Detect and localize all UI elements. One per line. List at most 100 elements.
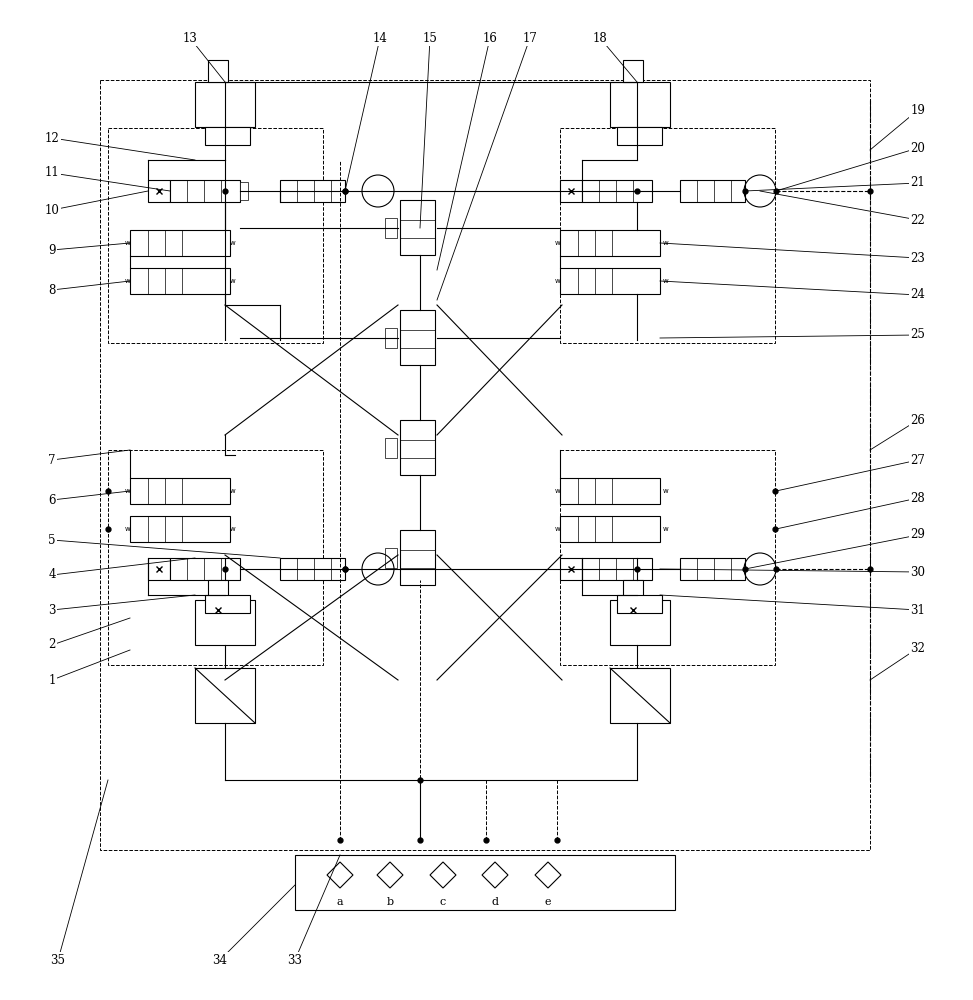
Bar	[610, 82, 670, 127]
Text: 13: 13	[183, 31, 198, 44]
Bar	[560, 478, 660, 504]
Text: w: w	[125, 278, 130, 284]
Text: 19: 19	[911, 104, 925, 116]
Bar	[295, 855, 675, 910]
Bar	[680, 558, 745, 580]
Text: 25: 25	[911, 328, 925, 342]
Bar	[170, 558, 240, 580]
Text: w: w	[663, 488, 668, 494]
Bar	[610, 668, 670, 723]
Text: w: w	[555, 526, 560, 532]
Bar	[617, 595, 662, 613]
Bar	[610, 600, 670, 645]
Bar	[130, 478, 230, 504]
Text: 18: 18	[593, 31, 607, 44]
Text: 14: 14	[373, 31, 387, 44]
Text: c: c	[440, 897, 447, 907]
Text: b: b	[386, 897, 393, 907]
Bar	[560, 180, 582, 202]
Bar	[617, 127, 662, 145]
Text: 30: 30	[911, 566, 925, 578]
Text: 31: 31	[911, 603, 925, 616]
Bar	[582, 180, 652, 202]
Bar	[560, 450, 775, 665]
Text: w: w	[230, 526, 235, 532]
Text: 34: 34	[212, 954, 228, 966]
Bar	[130, 230, 230, 256]
Bar	[170, 180, 240, 202]
Text: 7: 7	[49, 454, 55, 466]
Text: e: e	[545, 897, 552, 907]
Text: d: d	[491, 897, 498, 907]
Bar	[560, 516, 660, 542]
Text: 8: 8	[49, 284, 55, 296]
Text: 6: 6	[49, 493, 55, 506]
Bar	[560, 558, 582, 580]
Bar	[205, 127, 250, 145]
Text: w: w	[555, 240, 560, 246]
Text: 2: 2	[49, 639, 55, 652]
Text: 35: 35	[51, 954, 65, 966]
Bar	[560, 128, 775, 343]
Bar	[400, 200, 435, 255]
Text: w: w	[663, 526, 668, 532]
Bar	[560, 268, 660, 294]
Bar	[130, 516, 230, 542]
Bar	[208, 60, 228, 82]
Bar	[130, 268, 230, 294]
Text: w: w	[230, 240, 235, 246]
Text: 17: 17	[523, 31, 537, 44]
Text: 12: 12	[45, 131, 59, 144]
Text: 5: 5	[49, 534, 55, 546]
Bar	[385, 218, 397, 238]
Text: w: w	[663, 240, 668, 246]
Text: 4: 4	[49, 568, 55, 582]
Text: 1: 1	[49, 674, 55, 686]
Bar	[623, 60, 643, 82]
Text: 22: 22	[911, 214, 925, 227]
Bar	[148, 558, 170, 580]
Bar	[385, 548, 397, 568]
Bar	[582, 558, 652, 580]
Text: w: w	[555, 278, 560, 284]
Text: 9: 9	[49, 243, 55, 256]
Text: w: w	[230, 488, 235, 494]
Text: w: w	[125, 240, 130, 246]
Bar	[680, 180, 745, 202]
Text: 32: 32	[911, 642, 925, 654]
Bar	[108, 450, 323, 665]
Text: 24: 24	[911, 288, 925, 302]
Bar	[280, 180, 345, 202]
Bar	[240, 182, 248, 200]
Text: 21: 21	[911, 176, 925, 190]
Text: 20: 20	[911, 141, 925, 154]
Bar	[400, 530, 435, 585]
Text: 28: 28	[911, 491, 925, 504]
Text: w: w	[555, 488, 560, 494]
Bar	[385, 328, 397, 348]
Text: 26: 26	[911, 414, 925, 426]
Text: w: w	[230, 278, 235, 284]
Text: w: w	[125, 488, 130, 494]
Bar	[108, 128, 323, 343]
Bar	[195, 600, 255, 645]
Bar	[400, 310, 435, 365]
Text: 23: 23	[911, 251, 925, 264]
Bar	[560, 230, 660, 256]
Bar	[205, 595, 250, 613]
Bar	[385, 438, 397, 458]
Bar	[195, 668, 255, 723]
Text: 27: 27	[911, 454, 925, 466]
Text: 3: 3	[49, 603, 55, 616]
Bar	[400, 420, 435, 475]
Text: 29: 29	[911, 528, 925, 542]
Text: 33: 33	[287, 954, 303, 966]
Text: 16: 16	[483, 31, 497, 44]
Text: a: a	[337, 897, 343, 907]
Text: w: w	[125, 526, 130, 532]
Text: 15: 15	[422, 31, 438, 44]
Bar	[148, 180, 170, 202]
Text: w: w	[663, 278, 668, 284]
Text: 11: 11	[45, 166, 59, 180]
Bar	[280, 558, 345, 580]
